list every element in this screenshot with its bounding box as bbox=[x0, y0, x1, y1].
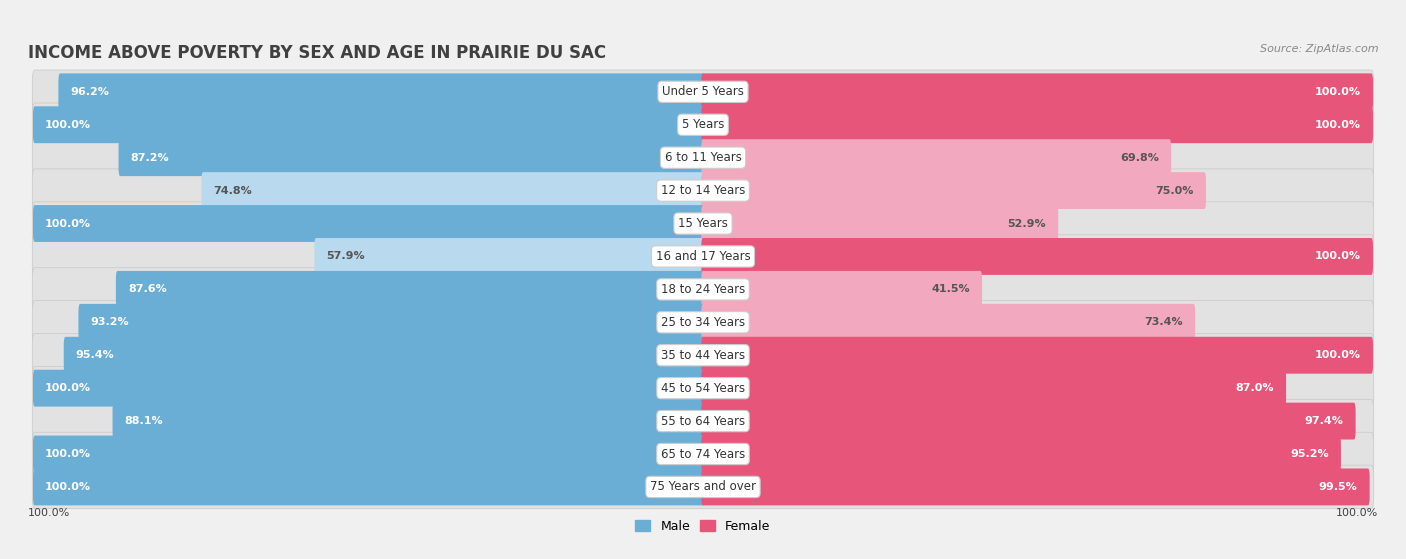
FancyBboxPatch shape bbox=[32, 432, 1374, 476]
Text: 88.1%: 88.1% bbox=[125, 416, 163, 426]
FancyBboxPatch shape bbox=[32, 202, 1374, 245]
Text: 100.0%: 100.0% bbox=[1315, 252, 1361, 262]
Text: 100.0%: 100.0% bbox=[1336, 508, 1378, 518]
FancyBboxPatch shape bbox=[702, 435, 1341, 472]
Text: 5 Years: 5 Years bbox=[682, 119, 724, 131]
FancyBboxPatch shape bbox=[32, 235, 1374, 278]
FancyBboxPatch shape bbox=[115, 271, 704, 308]
FancyBboxPatch shape bbox=[59, 73, 704, 110]
Text: 18 to 24 Years: 18 to 24 Years bbox=[661, 283, 745, 296]
Text: 97.4%: 97.4% bbox=[1305, 416, 1344, 426]
Text: 100.0%: 100.0% bbox=[45, 383, 91, 393]
Text: 100.0%: 100.0% bbox=[45, 219, 91, 229]
FancyBboxPatch shape bbox=[32, 468, 704, 505]
Text: 99.5%: 99.5% bbox=[1319, 482, 1358, 492]
FancyBboxPatch shape bbox=[32, 268, 1374, 311]
FancyBboxPatch shape bbox=[702, 106, 1374, 143]
FancyBboxPatch shape bbox=[63, 337, 704, 373]
FancyBboxPatch shape bbox=[32, 169, 1374, 212]
FancyBboxPatch shape bbox=[702, 271, 981, 308]
Text: 100.0%: 100.0% bbox=[1315, 120, 1361, 130]
Text: 12 to 14 Years: 12 to 14 Years bbox=[661, 184, 745, 197]
Text: 52.9%: 52.9% bbox=[1008, 219, 1046, 229]
Text: 73.4%: 73.4% bbox=[1144, 318, 1184, 328]
FancyBboxPatch shape bbox=[702, 238, 1374, 275]
FancyBboxPatch shape bbox=[118, 139, 704, 176]
Text: 74.8%: 74.8% bbox=[214, 186, 252, 196]
Text: INCOME ABOVE POVERTY BY SEX AND AGE IN PRAIRIE DU SAC: INCOME ABOVE POVERTY BY SEX AND AGE IN P… bbox=[28, 44, 606, 62]
Text: 41.5%: 41.5% bbox=[931, 285, 970, 295]
Text: 87.6%: 87.6% bbox=[128, 285, 167, 295]
Text: 100.0%: 100.0% bbox=[45, 482, 91, 492]
Text: 96.2%: 96.2% bbox=[70, 87, 110, 97]
FancyBboxPatch shape bbox=[32, 70, 1374, 113]
FancyBboxPatch shape bbox=[702, 337, 1374, 373]
Text: 95.2%: 95.2% bbox=[1291, 449, 1329, 459]
Text: 87.0%: 87.0% bbox=[1236, 383, 1274, 393]
Text: 57.9%: 57.9% bbox=[326, 252, 366, 262]
FancyBboxPatch shape bbox=[32, 465, 1374, 509]
Text: 75 Years and over: 75 Years and over bbox=[650, 480, 756, 494]
FancyBboxPatch shape bbox=[702, 369, 1286, 406]
FancyBboxPatch shape bbox=[112, 402, 704, 439]
Text: Under 5 Years: Under 5 Years bbox=[662, 86, 744, 98]
Text: 100.0%: 100.0% bbox=[1315, 87, 1361, 97]
Text: 45 to 54 Years: 45 to 54 Years bbox=[661, 382, 745, 395]
Text: 16 and 17 Years: 16 and 17 Years bbox=[655, 250, 751, 263]
FancyBboxPatch shape bbox=[32, 205, 704, 242]
FancyBboxPatch shape bbox=[315, 238, 704, 275]
FancyBboxPatch shape bbox=[702, 402, 1355, 439]
FancyBboxPatch shape bbox=[702, 304, 1195, 341]
Text: Source: ZipAtlas.com: Source: ZipAtlas.com bbox=[1260, 44, 1378, 54]
Text: 15 Years: 15 Years bbox=[678, 217, 728, 230]
Text: 6 to 11 Years: 6 to 11 Years bbox=[665, 151, 741, 164]
FancyBboxPatch shape bbox=[32, 136, 1374, 179]
Text: 87.2%: 87.2% bbox=[131, 153, 169, 163]
FancyBboxPatch shape bbox=[32, 369, 704, 406]
Text: 100.0%: 100.0% bbox=[45, 449, 91, 459]
Legend: Male, Female: Male, Female bbox=[636, 520, 770, 533]
FancyBboxPatch shape bbox=[201, 172, 704, 209]
FancyBboxPatch shape bbox=[32, 103, 1374, 146]
FancyBboxPatch shape bbox=[32, 435, 704, 472]
Text: 35 to 44 Years: 35 to 44 Years bbox=[661, 349, 745, 362]
FancyBboxPatch shape bbox=[32, 334, 1374, 377]
FancyBboxPatch shape bbox=[702, 468, 1369, 505]
Text: 100.0%: 100.0% bbox=[1315, 350, 1361, 360]
Text: 75.0%: 75.0% bbox=[1156, 186, 1194, 196]
FancyBboxPatch shape bbox=[32, 106, 704, 143]
Text: 95.4%: 95.4% bbox=[76, 350, 114, 360]
Text: 65 to 74 Years: 65 to 74 Years bbox=[661, 448, 745, 461]
FancyBboxPatch shape bbox=[32, 399, 1374, 443]
FancyBboxPatch shape bbox=[702, 205, 1059, 242]
Text: 25 to 34 Years: 25 to 34 Years bbox=[661, 316, 745, 329]
FancyBboxPatch shape bbox=[702, 139, 1171, 176]
Text: 100.0%: 100.0% bbox=[45, 120, 91, 130]
Text: 69.8%: 69.8% bbox=[1121, 153, 1159, 163]
FancyBboxPatch shape bbox=[32, 301, 1374, 344]
Text: 93.2%: 93.2% bbox=[90, 318, 129, 328]
FancyBboxPatch shape bbox=[702, 73, 1374, 110]
Text: 55 to 64 Years: 55 to 64 Years bbox=[661, 415, 745, 428]
Text: 100.0%: 100.0% bbox=[28, 508, 70, 518]
FancyBboxPatch shape bbox=[702, 172, 1206, 209]
FancyBboxPatch shape bbox=[32, 367, 1374, 410]
FancyBboxPatch shape bbox=[79, 304, 704, 341]
